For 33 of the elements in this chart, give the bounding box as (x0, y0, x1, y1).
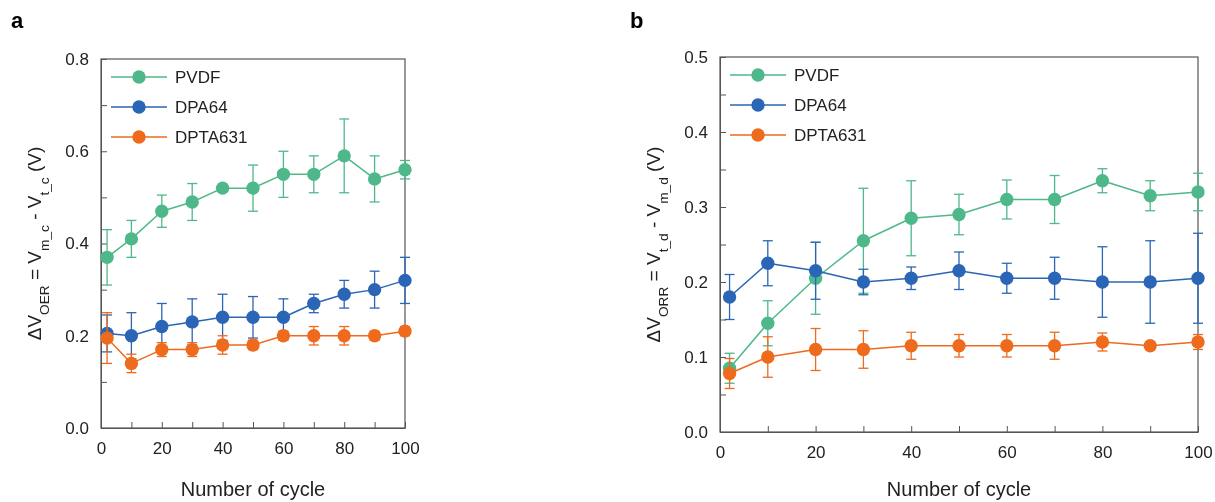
chart-title: b (630, 8, 644, 33)
x-tick-label: 60 (274, 439, 294, 459)
y-tick-label: 0.4 (684, 122, 708, 142)
legend-label: DPA64 (175, 98, 228, 117)
x-tick-label: 60 (997, 443, 1017, 463)
y-tick-label: 0.6 (65, 142, 89, 162)
x-tick-label: 40 (902, 443, 922, 463)
y-tick-label: 0.0 (684, 422, 708, 442)
y-tick-label: 0.2 (684, 272, 708, 292)
x-axis-title: Number of cycle (886, 478, 1032, 500)
y-tick-label: 0.4 (65, 234, 89, 254)
x-tick-label: 40 (213, 439, 233, 459)
y-tick-label: 0.2 (65, 326, 89, 346)
chart-title: a (11, 8, 24, 33)
x-tick-label: 100 (391, 439, 420, 459)
y-tick-label: 0.8 (65, 49, 89, 69)
y-tick-label: 0.1 (684, 347, 708, 367)
legend-label: DPTA631 (175, 128, 248, 147)
y-tick-label: 0.0 (65, 418, 89, 438)
y-tick-label: 0.3 (684, 197, 708, 217)
x-tick-label: 0 (715, 443, 726, 463)
legend-label: DPA64 (794, 96, 847, 115)
x-tick-label: 100 (1184, 443, 1213, 463)
x-tick-label: 0 (96, 439, 107, 459)
x-axis-title: Number of cycle (180, 478, 326, 500)
x-tick-label: 80 (335, 439, 355, 459)
x-tick-label: 20 (806, 443, 826, 463)
legend-label: PVDF (794, 66, 840, 85)
legend-label: PVDF (175, 68, 221, 87)
x-tick-label: 80 (1093, 443, 1113, 463)
legend-label: DPTA631 (794, 126, 867, 145)
y-tick-label: 0.5 (684, 47, 708, 67)
x-tick-label: 20 (152, 439, 172, 459)
